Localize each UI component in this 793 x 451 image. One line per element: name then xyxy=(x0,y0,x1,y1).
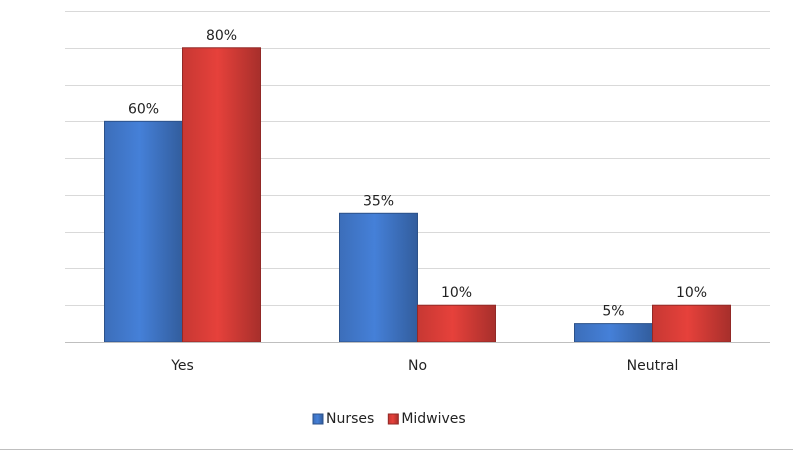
value-label: 35% xyxy=(363,193,394,209)
legend-label: Nurses xyxy=(326,411,374,427)
value-label: 10% xyxy=(441,285,472,301)
value-label: 60% xyxy=(128,101,159,117)
legend-swatch xyxy=(312,413,324,425)
bar xyxy=(339,212,418,343)
legend-label: Midwives xyxy=(401,411,465,427)
value-label: 5% xyxy=(602,304,624,320)
bar xyxy=(417,304,496,343)
legend-swatch xyxy=(387,413,399,425)
x-tick-label: Neutral xyxy=(627,358,679,374)
x-tick-label: Yes xyxy=(170,358,194,374)
bar xyxy=(182,47,261,343)
x-tick-label: No xyxy=(408,358,427,374)
bar xyxy=(652,304,731,343)
value-label: 10% xyxy=(676,285,707,301)
bar xyxy=(574,323,653,343)
bar xyxy=(104,120,183,343)
value-label: 80% xyxy=(206,28,237,44)
